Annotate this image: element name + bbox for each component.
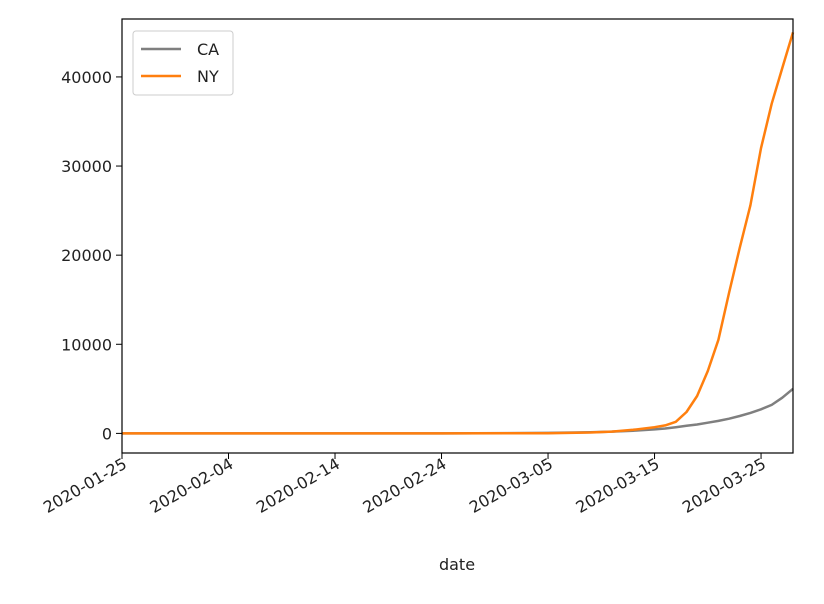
x-axis-title: date: [439, 555, 475, 574]
series-line-ny: [122, 32, 795, 435]
series-line-ca: [122, 387, 794, 435]
x-tick-label: 2020-01-25: [40, 454, 130, 517]
y-tick-label: 20000: [61, 246, 112, 265]
x-tick-label: 2020-03-25: [679, 454, 769, 517]
x-tick-label: 2020-02-14: [253, 454, 343, 517]
x-tick-label: 2020-02-24: [359, 454, 449, 517]
y-tick-label: 0: [102, 424, 112, 443]
y-tick-label: 30000: [61, 157, 112, 176]
plot-frame: [121, 18, 794, 454]
legend-box: [132, 30, 234, 96]
x-tick-label: 2020-03-15: [573, 454, 663, 517]
x-tick-label: 2020-02-04: [146, 454, 236, 517]
legend-label-ca: CA: [197, 40, 219, 59]
x-tick-label: 2020-03-05: [466, 454, 556, 517]
legend: CA NY: [132, 30, 234, 96]
legend-label-ny: NY: [197, 67, 219, 86]
y-tick-label: 10000: [61, 335, 112, 354]
y-tick-label: 40000: [61, 68, 112, 87]
